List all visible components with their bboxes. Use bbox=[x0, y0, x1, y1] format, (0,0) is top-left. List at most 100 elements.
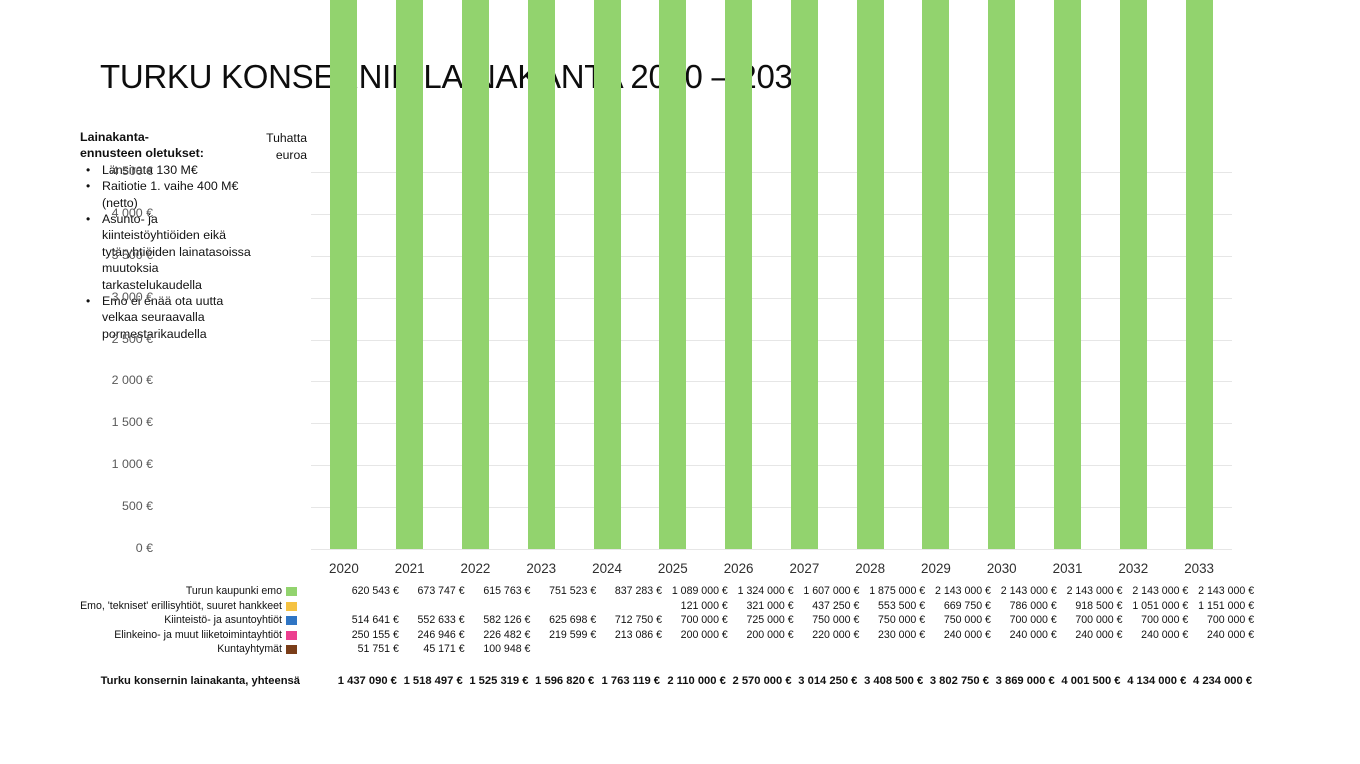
table-cell: 615 763 € bbox=[483, 585, 531, 597]
table-cell: 240 000 € bbox=[1075, 628, 1123, 641]
total-cell: 1 437 090 € bbox=[337, 675, 397, 687]
table-cell: 240 000 € bbox=[1141, 628, 1189, 641]
y-gridline bbox=[311, 549, 1232, 550]
table-row: Kuntayhtymät 51 751 € 45 171 € 100 948 € bbox=[0, 643, 1360, 658]
y-gridline bbox=[311, 213, 1232, 215]
bar-segment bbox=[790, 0, 818, 549]
total-cell: 4 134 000 € bbox=[1127, 675, 1187, 687]
bar-segment bbox=[856, 0, 884, 549]
series-legend-label: Kiinteistö- ja asuntoyhtiöt bbox=[164, 614, 282, 627]
total-cell: 3 869 000 € bbox=[995, 675, 1055, 687]
assumption-item: Emo ei enää ota uutta velkaa seuraavalla… bbox=[80, 293, 255, 342]
bar-segment bbox=[396, 0, 424, 549]
table-cell: 121 000 € bbox=[680, 599, 728, 612]
x-axis-tick-label: 2020 bbox=[329, 561, 359, 576]
legend-color-swatch bbox=[286, 645, 297, 655]
legend-color-swatch bbox=[286, 587, 297, 596]
series-legend-label: Elinkeino- ja muut liiketoimintayhtiöt bbox=[114, 628, 282, 641]
table-cell: 230 000 € bbox=[878, 628, 926, 641]
table-cell: 918 500 € bbox=[1075, 599, 1123, 612]
table-cell: 2 143 000 € bbox=[1198, 585, 1255, 597]
table-cell: 750 000 € bbox=[943, 614, 991, 627]
table-cell: 2 143 000 € bbox=[1132, 585, 1189, 597]
x-axis-tick-label: 2032 bbox=[1118, 561, 1149, 576]
table-cell: 2 143 000 € bbox=[1000, 585, 1057, 597]
axis-unit-line1: Tuhatta bbox=[266, 131, 307, 145]
table-cell: 437 250 € bbox=[812, 599, 860, 612]
assumption-item: Asunto- ja kiinteistöyhtiöiden eikä tytä… bbox=[80, 211, 255, 293]
y-axis-tick-label: 3 500 € bbox=[111, 247, 153, 262]
table-cell: 51 751 € bbox=[357, 643, 399, 656]
total-cell: 3 408 500 € bbox=[864, 675, 924, 687]
x-axis-tick-label: 2024 bbox=[592, 561, 622, 576]
bar-segment bbox=[330, 0, 358, 549]
y-axis-tick-label: 2 500 € bbox=[111, 331, 153, 346]
assumptions-list: Länsirata 130 M€Raitiotie 1. vaihe 400 M… bbox=[80, 162, 255, 342]
table-cell: 786 000 € bbox=[1009, 599, 1057, 612]
legend-color-swatch bbox=[286, 616, 297, 626]
table-cell: 673 747 € bbox=[417, 585, 465, 597]
bar-segment bbox=[1119, 0, 1147, 549]
page-title: TURKU KONSERNIN LAINAKANTA 2020 – 2033 bbox=[100, 58, 811, 95]
table-cell: 1 607 000 € bbox=[803, 585, 860, 597]
bar-segment bbox=[659, 0, 687, 549]
table-cell: 700 000 € bbox=[1075, 614, 1123, 627]
table-cell: 553 500 € bbox=[878, 599, 926, 612]
table-cell: 620 543 € bbox=[351, 585, 399, 597]
table-cell: 1 051 000 € bbox=[1132, 599, 1189, 612]
x-axis-tick-label: 2023 bbox=[526, 561, 557, 576]
x-axis-tick-label: 2025 bbox=[657, 561, 688, 576]
table-cell: 700 000 € bbox=[1206, 614, 1255, 627]
table-cell: 240 000 € bbox=[943, 628, 991, 641]
total-cell: 2 570 000 € bbox=[732, 675, 792, 687]
legend-color-swatch bbox=[286, 601, 297, 611]
table-cell: 250 155 € bbox=[351, 628, 399, 641]
total-cell: 4 001 500 € bbox=[1061, 675, 1121, 687]
assumption-item: Länsirata 130 M€ bbox=[80, 162, 255, 179]
total-cell: 4 234 000 € bbox=[1192, 675, 1253, 687]
x-axis-tick-label: 2031 bbox=[1052, 561, 1083, 576]
bar-segment bbox=[1054, 0, 1082, 549]
y-gridline bbox=[311, 507, 1232, 509]
table-cell: 200 000 € bbox=[680, 628, 728, 641]
x-axis-tick-label: 2028 bbox=[855, 561, 886, 576]
bar-segment bbox=[922, 0, 950, 549]
total-cell: 3 014 250 € bbox=[798, 675, 858, 687]
table-cell: 582 126 € bbox=[483, 614, 531, 627]
table-row: Turun kaupunki emo 620 543 € 673 747 € 615 … bbox=[0, 585, 1360, 600]
axis-unit-caption: Tuhatta euroa bbox=[235, 130, 307, 163]
assumptions-heading-line1: Lainakanta- bbox=[80, 130, 149, 144]
table-cell: 246 946 € bbox=[417, 628, 465, 641]
y-axis-tick-label: 4 000 € bbox=[111, 205, 153, 220]
chart-plot-area: 0 € 500 € 1 000 € 1 500 € 2 000 € 2 500 € 3 00… bbox=[112, 0, 1232, 576]
total-cell: 3 802 750 € bbox=[929, 675, 989, 687]
bar-segment bbox=[527, 0, 555, 549]
table-cell: 321 000 € bbox=[746, 599, 794, 612]
y-gridline bbox=[311, 339, 1232, 341]
assumption-item: Raitiotie 1. vaihe 400 M€ (netto) bbox=[80, 178, 255, 211]
series-legend-label: Turun kaupunki emo bbox=[185, 585, 282, 597]
table-cell: 1 089 000 € bbox=[671, 585, 728, 597]
table-cell: 725 000 € bbox=[746, 614, 794, 627]
table-cell: 700 000 € bbox=[1141, 614, 1189, 627]
bar-segment bbox=[1185, 0, 1213, 549]
total-row-label: Turku konsernin lainakanta, yhteensä bbox=[100, 675, 300, 687]
y-axis-tick-label: 1 500 € bbox=[111, 415, 153, 430]
x-axis-tick-label: 2026 bbox=[723, 561, 754, 576]
y-axis-tick-label: 0 € bbox=[135, 541, 153, 555]
table-cell: 1 324 000 € bbox=[737, 585, 794, 597]
bar-segment bbox=[725, 0, 753, 549]
legend-color-swatch bbox=[286, 630, 297, 640]
table-cell: 220 000 € bbox=[812, 628, 860, 641]
y-gridline bbox=[311, 381, 1232, 383]
y-axis-tick-label: 500 € bbox=[121, 499, 153, 514]
table-cell: 700 000 € bbox=[680, 614, 728, 627]
axis-unit-line2: euroa bbox=[275, 147, 307, 162]
y-gridline bbox=[311, 172, 1232, 173]
table-cell: 240 000 € bbox=[1206, 628, 1255, 641]
table-row: Emo, 'tekniset' erillisyhtiöt, suuret ha… bbox=[0, 600, 1360, 615]
table-cell: 700 000 € bbox=[1009, 614, 1057, 627]
total-cell: 1 525 319 € bbox=[469, 675, 529, 687]
y-axis-tick-label: 1 000 € bbox=[111, 457, 153, 472]
